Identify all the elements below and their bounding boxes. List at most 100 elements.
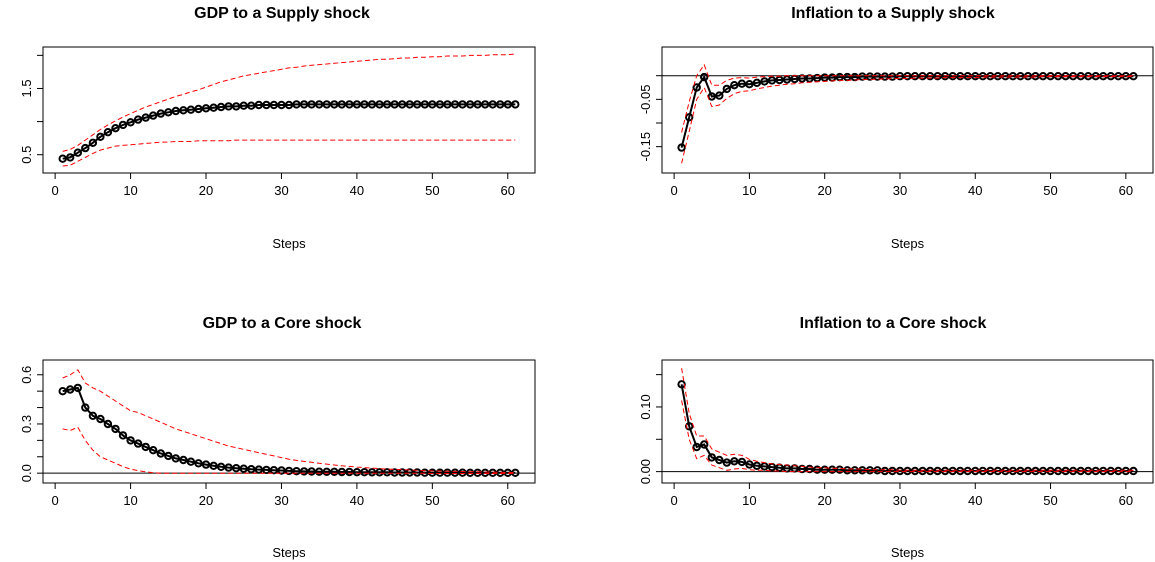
irf-point [345,100,354,109]
chart-title: Inflation to a Core shock [800,315,987,332]
irf-point [299,100,309,109]
irf-point [247,101,256,110]
x-tick-label: 10 [742,493,756,508]
irf-point [164,108,173,117]
y-tick-label: 0.3 [19,415,34,433]
irf-point [805,464,814,474]
irf-point [480,100,490,109]
irf-point [797,464,807,474]
irf-point [141,113,150,122]
irf-point [1008,466,1018,476]
irf-point [413,100,422,109]
irf-point [398,468,407,477]
x-axis-label: Steps [272,545,306,560]
irf-point [1016,466,1025,476]
irf-point [307,467,316,476]
irf-point [262,100,271,110]
panel-gdp-core: GDP to a Core shock 0 10 20 30 40 50 60 0.0 0.3 0.… [19,315,536,560]
irf-point [103,419,113,429]
irf-point [760,77,769,86]
irf-point [488,468,497,477]
y-tick-label: -0.15 [638,132,653,162]
irf-point [133,439,143,448]
panel-inflation-core: Inflation to a Core shock 0 10 20 30 40 50 60 0.… [638,315,1154,560]
irf-point [398,100,407,109]
irf-point [179,106,188,115]
plot-frame [661,46,1154,174]
irf-point [111,124,120,133]
irf-point [692,442,701,452]
irf-point [730,81,739,90]
irf-point [1076,466,1085,476]
irf-point [745,80,754,89]
irf-point [450,468,460,477]
irf-point [428,468,437,477]
irf-point [126,436,135,445]
irf-point [405,100,414,109]
irf-point [1023,466,1033,476]
x-tick-label: 20 [817,493,831,508]
irf-point [1046,466,1055,476]
irf-point [352,468,362,477]
irf-point [171,454,181,463]
irf-point [88,138,98,148]
x-tick-label: 40 [968,493,982,508]
irf-point [813,465,822,474]
x-axis-label: Steps [272,236,306,251]
x-tick-label: 0 [52,183,59,198]
irf-point [345,467,354,477]
irf-point [1091,466,1100,476]
irf-point [428,100,437,109]
irf-point [277,100,286,110]
irf-point [201,104,211,113]
irf-point [224,102,233,111]
irf-point [880,72,890,81]
irf-point [722,458,731,467]
irf-point [1061,466,1070,476]
irf-point [480,468,490,477]
irf-point [277,466,286,475]
irf-point [239,464,248,473]
irf-point [360,100,369,109]
irf-point [390,100,399,109]
irf-point [194,459,203,468]
x-tick-label: 30 [274,183,288,198]
x-tick-label: 50 [425,493,439,508]
irf-point [413,468,422,477]
irf-point [209,103,218,112]
irf-point [149,446,158,455]
irf-point [465,468,475,477]
x-tick-label: 40 [350,183,364,198]
irf-point [88,411,98,420]
irf-point [330,467,339,476]
irf-point [284,466,294,476]
irf-point [473,468,482,477]
x-tick-label: 50 [1043,183,1057,198]
irf-point [971,466,980,476]
x-tick-label: 40 [968,183,982,198]
irf-point [722,84,731,94]
x-tick-label: 30 [274,493,288,508]
irf-point [330,100,339,109]
irf-point [149,111,158,120]
x-tick-label: 10 [742,183,756,198]
irf-point [715,91,724,100]
y-tick-label: 0.5 [19,146,34,164]
irf-line-inflation-core [680,384,1134,472]
irf-point [948,466,957,476]
irf-point [1129,466,1138,476]
irf-point [352,100,362,109]
chart-title: Inflation to a Supply shock [791,5,995,22]
x-tick-label: 60 [501,183,515,198]
x-axis-label: Steps [891,545,925,560]
irf-point [126,118,135,127]
irf-point [925,72,935,81]
irf-point [993,466,1002,476]
x-tick-label: 10 [123,183,137,198]
irf-point [1031,466,1040,476]
irf-point [73,148,83,157]
y-tick-label: -0.05 [638,85,653,115]
irf-point [1053,466,1063,476]
chart-title: GDP to a Core shock [203,315,362,332]
irf-point [903,466,912,476]
